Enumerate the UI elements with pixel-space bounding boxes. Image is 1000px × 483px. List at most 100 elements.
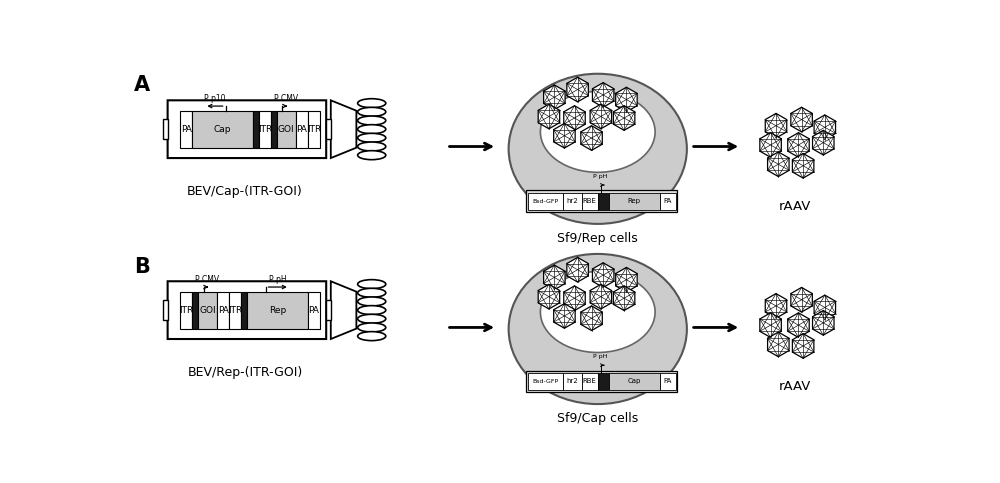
Polygon shape bbox=[792, 154, 814, 178]
Text: Bsd-GFP: Bsd-GFP bbox=[532, 379, 558, 384]
Ellipse shape bbox=[358, 280, 386, 289]
Polygon shape bbox=[564, 286, 585, 311]
Text: rAAV: rAAV bbox=[779, 200, 812, 213]
Ellipse shape bbox=[358, 99, 386, 108]
FancyBboxPatch shape bbox=[308, 111, 320, 148]
FancyBboxPatch shape bbox=[168, 100, 326, 158]
Polygon shape bbox=[814, 115, 836, 140]
Text: B: B bbox=[134, 256, 150, 277]
Polygon shape bbox=[590, 104, 612, 129]
Text: PA: PA bbox=[297, 125, 307, 134]
FancyBboxPatch shape bbox=[609, 373, 660, 390]
Text: Sf9/Rep cells: Sf9/Rep cells bbox=[557, 232, 638, 245]
Text: P pH: P pH bbox=[593, 354, 607, 359]
Text: Bsd-GFP: Bsd-GFP bbox=[532, 199, 558, 204]
Polygon shape bbox=[567, 257, 588, 282]
Ellipse shape bbox=[358, 125, 386, 134]
Polygon shape bbox=[567, 77, 588, 102]
Text: Sf9/Cap cells: Sf9/Cap cells bbox=[557, 412, 638, 425]
Polygon shape bbox=[788, 133, 809, 157]
Text: ITR: ITR bbox=[307, 125, 321, 134]
FancyBboxPatch shape bbox=[198, 292, 217, 328]
Text: ITR: ITR bbox=[258, 125, 272, 134]
FancyBboxPatch shape bbox=[229, 292, 241, 328]
Polygon shape bbox=[765, 294, 787, 318]
FancyBboxPatch shape bbox=[247, 292, 308, 328]
Polygon shape bbox=[814, 295, 836, 320]
Polygon shape bbox=[613, 106, 635, 130]
Text: Rep: Rep bbox=[269, 306, 286, 314]
FancyBboxPatch shape bbox=[277, 111, 296, 148]
FancyBboxPatch shape bbox=[296, 111, 308, 148]
FancyBboxPatch shape bbox=[326, 300, 331, 320]
Ellipse shape bbox=[509, 254, 687, 404]
Text: PA: PA bbox=[664, 378, 672, 384]
Polygon shape bbox=[544, 265, 565, 290]
FancyBboxPatch shape bbox=[217, 292, 229, 328]
Ellipse shape bbox=[358, 314, 386, 323]
Polygon shape bbox=[554, 304, 575, 328]
Ellipse shape bbox=[358, 107, 386, 116]
Text: ITR: ITR bbox=[179, 306, 193, 314]
Polygon shape bbox=[791, 107, 812, 132]
Text: hr2: hr2 bbox=[566, 378, 578, 384]
Polygon shape bbox=[590, 284, 612, 309]
FancyBboxPatch shape bbox=[168, 281, 326, 339]
Ellipse shape bbox=[540, 271, 655, 353]
Ellipse shape bbox=[358, 306, 386, 314]
Polygon shape bbox=[760, 313, 781, 338]
Ellipse shape bbox=[358, 288, 386, 298]
Polygon shape bbox=[791, 287, 812, 312]
Text: P CMV: P CMV bbox=[195, 274, 219, 284]
FancyBboxPatch shape bbox=[598, 193, 609, 210]
Polygon shape bbox=[581, 306, 602, 330]
FancyBboxPatch shape bbox=[192, 292, 198, 328]
FancyBboxPatch shape bbox=[598, 373, 609, 390]
Polygon shape bbox=[616, 268, 637, 292]
FancyBboxPatch shape bbox=[526, 370, 677, 392]
FancyBboxPatch shape bbox=[180, 292, 192, 328]
Text: PA: PA bbox=[181, 125, 192, 134]
FancyBboxPatch shape bbox=[241, 292, 247, 328]
Text: A: A bbox=[134, 75, 150, 95]
Text: RBE: RBE bbox=[583, 198, 597, 204]
Polygon shape bbox=[616, 87, 637, 112]
FancyBboxPatch shape bbox=[271, 111, 277, 148]
Ellipse shape bbox=[358, 116, 386, 125]
Text: PA: PA bbox=[308, 306, 319, 314]
Polygon shape bbox=[768, 152, 789, 177]
Text: BEV/Cap-(ITR-GOI): BEV/Cap-(ITR-GOI) bbox=[187, 185, 303, 198]
Ellipse shape bbox=[358, 332, 386, 341]
Polygon shape bbox=[613, 286, 635, 311]
FancyBboxPatch shape bbox=[180, 111, 192, 148]
FancyBboxPatch shape bbox=[163, 300, 168, 320]
Polygon shape bbox=[331, 100, 356, 158]
FancyBboxPatch shape bbox=[563, 373, 582, 390]
Text: PA: PA bbox=[664, 198, 672, 204]
Polygon shape bbox=[760, 133, 781, 157]
Text: hr2: hr2 bbox=[566, 198, 578, 204]
FancyBboxPatch shape bbox=[609, 193, 660, 210]
FancyBboxPatch shape bbox=[528, 373, 563, 390]
Text: P CMV: P CMV bbox=[274, 94, 298, 102]
Polygon shape bbox=[538, 104, 560, 129]
Ellipse shape bbox=[358, 133, 386, 142]
Text: GOI: GOI bbox=[199, 306, 216, 314]
Polygon shape bbox=[554, 124, 575, 148]
Ellipse shape bbox=[358, 142, 386, 151]
Polygon shape bbox=[581, 126, 602, 150]
Polygon shape bbox=[765, 114, 787, 138]
Text: P pH: P pH bbox=[269, 274, 286, 284]
Ellipse shape bbox=[358, 151, 386, 160]
FancyBboxPatch shape bbox=[660, 193, 676, 210]
FancyBboxPatch shape bbox=[563, 193, 582, 210]
Polygon shape bbox=[788, 313, 809, 338]
FancyBboxPatch shape bbox=[526, 190, 677, 212]
Polygon shape bbox=[768, 332, 789, 357]
Polygon shape bbox=[331, 281, 356, 339]
FancyBboxPatch shape bbox=[253, 111, 259, 148]
Text: Cap: Cap bbox=[628, 378, 641, 384]
Text: Cap: Cap bbox=[214, 125, 231, 134]
Polygon shape bbox=[538, 284, 560, 309]
Text: P p10: P p10 bbox=[204, 94, 226, 102]
